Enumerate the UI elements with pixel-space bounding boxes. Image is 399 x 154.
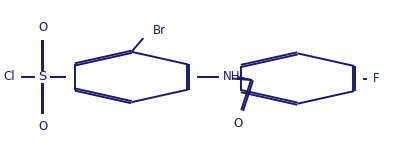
Text: O: O [38,21,47,34]
Text: O: O [233,117,243,130]
Text: NH: NH [222,71,240,83]
Text: Cl: Cl [3,71,15,83]
Text: Br: Br [153,24,166,36]
Text: S: S [38,71,47,83]
Text: O: O [38,120,47,133]
Text: F: F [373,72,379,85]
